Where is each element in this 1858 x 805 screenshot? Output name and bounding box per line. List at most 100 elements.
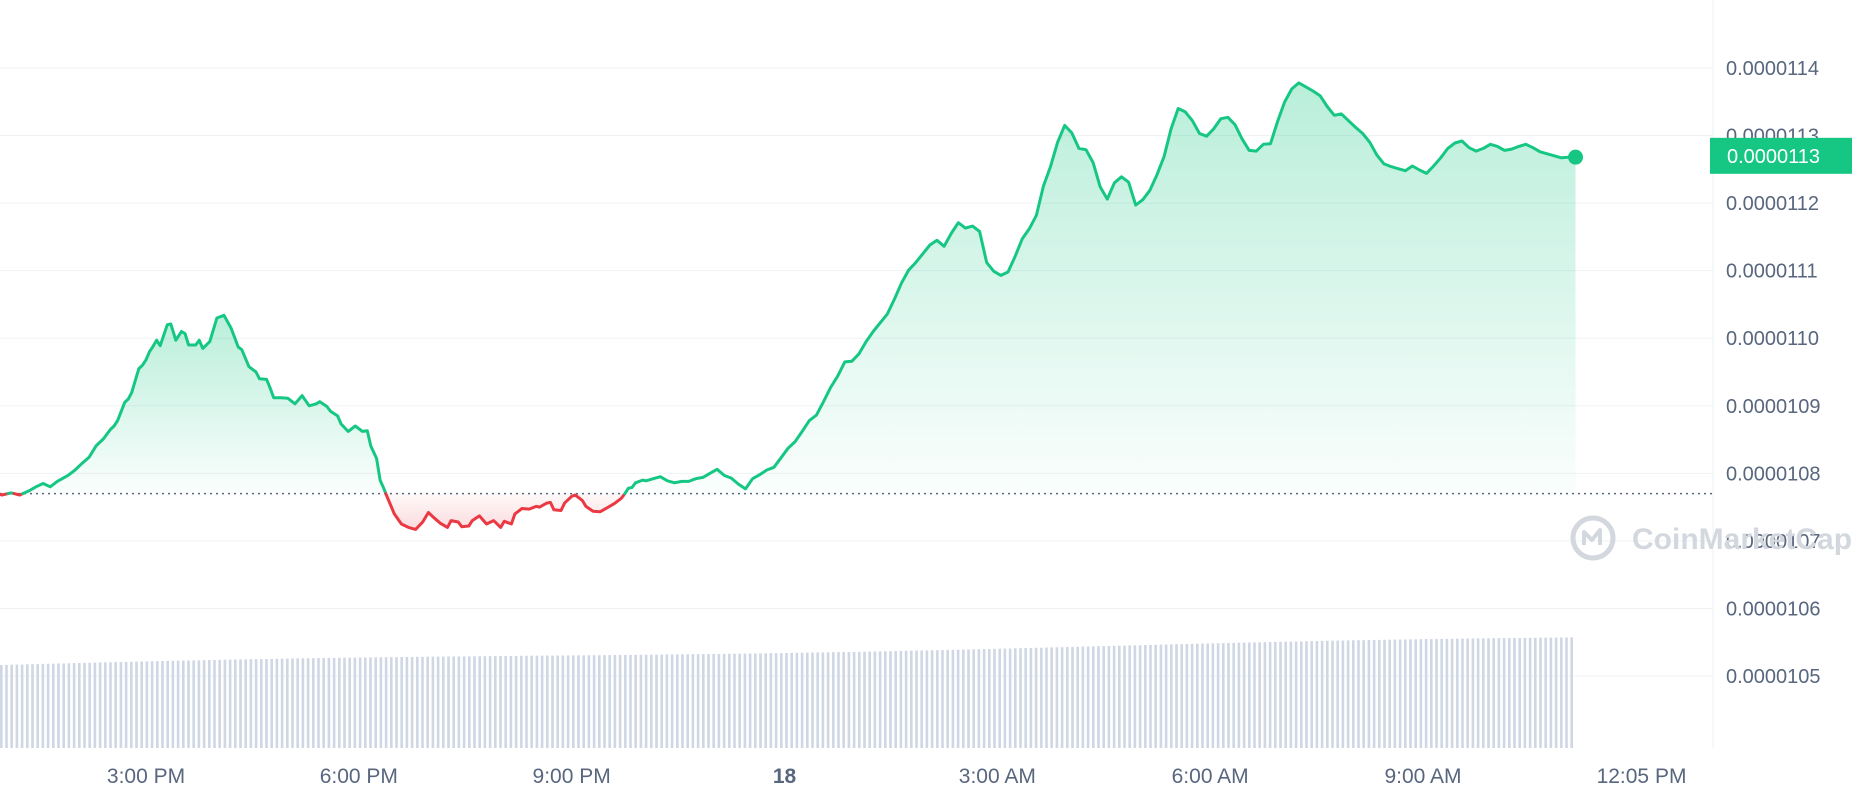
volume-bar	[951, 649, 955, 748]
volume-bar	[1518, 638, 1521, 748]
volume-bar	[629, 654, 632, 748]
volume-bar	[275, 658, 279, 748]
volume-bar	[816, 652, 819, 748]
volume-bar	[104, 662, 107, 748]
volume-bar	[832, 652, 835, 748]
volume-bar	[1487, 638, 1490, 748]
volume-bar	[577, 655, 580, 748]
volume-bar	[20, 664, 24, 748]
volume-bar	[1216, 643, 1220, 748]
volume-bar	[1378, 639, 1381, 748]
volume-bar	[1258, 642, 1261, 748]
volume-bar	[889, 651, 892, 748]
volume-bar	[244, 659, 247, 748]
volume-bar	[1461, 638, 1464, 748]
volume-bar	[696, 654, 700, 748]
volume-bar	[764, 653, 767, 748]
volume-bar	[821, 652, 825, 748]
volume-bar	[1133, 645, 1137, 748]
volume-bar	[442, 656, 445, 748]
volume-bar	[572, 655, 575, 748]
volume-bar	[218, 659, 221, 748]
volume-bar	[936, 650, 939, 748]
current-price-label: 0.0000113	[1727, 146, 1820, 168]
price-area	[0, 82, 1576, 530]
volume-bar	[228, 659, 232, 748]
volume-bar	[634, 654, 637, 748]
volume-bar	[208, 660, 211, 748]
volume-bar	[1414, 639, 1417, 748]
volume-bar	[1424, 639, 1428, 748]
volume-bar	[317, 658, 320, 748]
volume-bar	[1045, 647, 1048, 748]
volume-bar	[1206, 643, 1209, 748]
volume-bar	[598, 655, 601, 748]
volume-bar	[494, 656, 497, 748]
y-tick-label: 0.0000105	[1726, 666, 1821, 688]
volume-bar	[36, 664, 39, 748]
volume-bar	[811, 652, 814, 748]
volume-bar	[613, 655, 617, 748]
volume-bar	[140, 661, 143, 748]
volume-bar	[712, 654, 715, 748]
volume-bar	[1019, 648, 1022, 748]
volume-bar	[1029, 647, 1033, 748]
volume-bar	[410, 656, 414, 748]
volume-bar	[1123, 645, 1126, 748]
volume-bar	[566, 655, 570, 748]
y-tick-label: 0.0000108	[1726, 463, 1821, 485]
volume-bar	[785, 653, 788, 748]
volume-bar	[395, 657, 398, 748]
volume-bar	[301, 658, 305, 748]
y-tick-label: 0.0000111	[1726, 261, 1818, 283]
volume-bar	[1300, 641, 1303, 748]
volume-bar	[1190, 643, 1194, 748]
volume-bar	[431, 656, 435, 748]
volume-bar	[41, 663, 45, 748]
volume-bar	[1560, 637, 1563, 748]
price-line-up	[623, 81, 1577, 496]
volume-bar	[312, 658, 315, 748]
volume-bar	[962, 649, 965, 748]
volume-bar	[145, 661, 149, 748]
volume-bar	[1159, 644, 1163, 748]
volume-bar	[1320, 640, 1324, 748]
volume-bar	[1305, 641, 1308, 748]
volume-bar	[1502, 638, 1506, 748]
volume-bar	[213, 659, 216, 748]
volume-bar	[192, 660, 195, 748]
volume-bar	[1466, 638, 1469, 748]
volume-bar	[374, 657, 377, 748]
volume-bar	[83, 662, 86, 748]
volume-bar	[421, 656, 424, 748]
volume-bar	[1242, 642, 1246, 748]
volume-bar	[993, 648, 996, 748]
volume-bar	[135, 661, 138, 748]
volume-bar	[171, 660, 175, 748]
volume-bar	[1144, 645, 1147, 748]
volume-bar	[852, 651, 856, 748]
volume-bar	[972, 649, 975, 748]
volume-bar	[1102, 646, 1105, 748]
volume-bar	[1222, 643, 1225, 748]
volume-bar	[743, 653, 747, 748]
volume-bar	[873, 651, 877, 748]
volume-bar	[1118, 645, 1121, 748]
volume-bar	[603, 655, 606, 748]
volume-bar	[1497, 638, 1501, 748]
volume-bar	[447, 656, 450, 748]
volume-bar	[884, 651, 887, 748]
volume-bar	[1071, 646, 1074, 748]
volume-bar	[202, 660, 206, 748]
volume-bar	[88, 662, 91, 748]
volume-bar	[1003, 648, 1007, 748]
volume-bar	[67, 663, 71, 748]
volume-bar	[878, 651, 882, 748]
volume-bar	[1107, 646, 1111, 748]
current-price-dot	[1568, 149, 1584, 165]
y-tick-label: 0.0000110	[1726, 328, 1819, 350]
volume-bar	[1201, 643, 1204, 748]
x-tick-label: 12:05 PM	[1597, 765, 1687, 788]
volume-bar	[988, 649, 991, 748]
volume-bar	[15, 664, 19, 748]
